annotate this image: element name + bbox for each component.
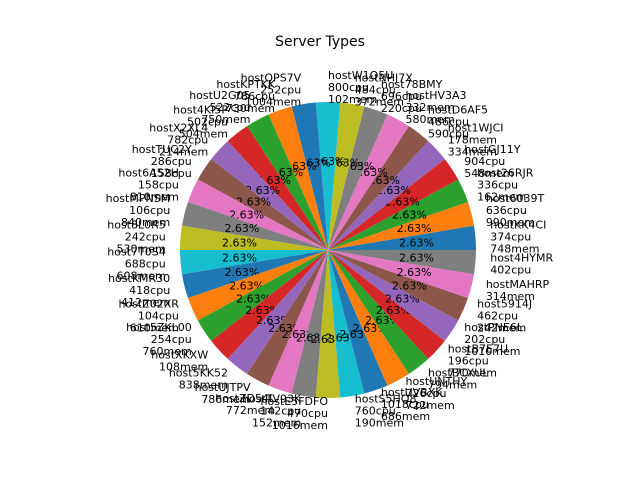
pie-slice-hostX2XL4 (211, 141, 328, 250)
pie-slice-hostXKXW (211, 250, 328, 359)
pie-slice-label-hostUJTPV: hostUJTPV 786mem (195, 381, 251, 406)
pie-slice-hostMPNSM (182, 201, 328, 250)
pie-slice-host5KK52 (227, 250, 328, 374)
pie-slice-hostTUC2Y (197, 159, 328, 250)
pie-slice-host1WJCI (328, 141, 445, 250)
pie-slice-hostGJ11Y (328, 159, 459, 250)
pie-slice-label-hostD6AF5: hostD6AF5 486cpu 590cpu (428, 104, 488, 141)
pie-slice-hostUNTHY (328, 250, 409, 386)
pie-slice-hostNHJ7X (328, 102, 365, 250)
pie-slice-percent-label: 2.63% (392, 280, 427, 293)
pie-slice-label-hostUNTHY: hostUNTHY 726cpu 722mem (405, 375, 467, 412)
pie-slice-hostE5FDFO (315, 250, 341, 398)
pie-slice-label-host1WJCI: host1WJCI 178mem 334mem (448, 122, 504, 159)
pie-slice-hostMAHRP (328, 250, 474, 299)
pie-slice-percent-label: 2.63% (399, 237, 434, 250)
pie-slice-label-hostTV93K: hostTV93K 142cpu 152mem (242, 393, 302, 430)
pie-slice-hostUJTPV (247, 250, 328, 386)
pie-slice-label-host7T0S4: host7T0S4 688cpu 608mem (107, 245, 165, 282)
pie-slice-label-hostU2G05: hostU2G05 522cpu 750mem (189, 89, 250, 126)
pie-slice-hostD6AF5 (328, 126, 429, 250)
pie-slice-hostQPS7V (291, 102, 328, 250)
pie-slice-label-host78BMY: host78BMY 696cpu 220cpu (381, 78, 443, 115)
pie-slice-percent-label: 2.63% (397, 266, 432, 279)
pie-slice-hostUVBXK (328, 250, 388, 394)
pie-slice-label-hostQPS7V: hostQPS7V 252cpu 1004mem (241, 71, 302, 108)
pie-slice-hostTV93K (291, 250, 328, 398)
pie-slice-percent-label: 2.63% (392, 208, 427, 221)
pie-slice-label-hostZ02XR: hostZ02XR 104cpu 610mem (118, 297, 179, 334)
pie-slice-hostPNE6L (328, 250, 459, 341)
pie-slice-label-host26RJR: host26RJR 336cpu 162mem (477, 167, 534, 204)
chart-title: Server Types (275, 34, 365, 50)
pie-slice-host6039T (328, 201, 474, 250)
pie-slice-percent-label: 2.63% (385, 293, 420, 306)
pie-slice-label-host4HYMR: host4HYMR 402cpu (490, 251, 553, 276)
pie-slice-label-hostTUC2Y: hostTUC2Y 286cpu 158cpu (132, 143, 192, 180)
pie-slice-label-host4KI5P: host4KI5P 502cpu 504mem (173, 104, 228, 141)
pie-slice-percent-label: 2.63% (222, 237, 257, 250)
pie-slice-label-hostKK4CI: hostKK4CI 374cpu 748mem (490, 219, 546, 256)
pie-slice-hostU2G05 (247, 114, 328, 250)
pie-slice-host8L0R5 (180, 225, 328, 250)
pie-slice-host78BMY (328, 106, 388, 250)
pie-slice-label-hostKPTKK: hostKPTKK 786cpu 730mem (216, 78, 276, 115)
pie-slice-percent-label: 2.63% (222, 251, 257, 264)
pie-slice-label-host5914J: host5914J 462cpu 242mem (477, 297, 532, 334)
pie-slice-label-hostX2XL4: hostX2XL4 782cpu 214mem (149, 122, 208, 159)
pie-slice-host5ZKL00 (197, 250, 328, 341)
pie-slice-hostB7E7U (328, 250, 445, 359)
pie-slice-label-hostZD54L: hostZD54L 772mem (215, 392, 276, 417)
pie-slice-host7T0S4 (180, 250, 328, 275)
pie-slice-host6A52H (188, 179, 328, 250)
pie-slice-hostBCXUL (328, 250, 429, 374)
pie-slice-label-hostBCXUL: hostBCXUL 794mem (428, 366, 489, 391)
pie-slice-label-hostW1Q5U: hostW1Q5U 800cpu 102mem (328, 69, 393, 106)
pie-slice-label-hostB7E7U: hostB7E7U 196cpu 770mem (448, 342, 508, 379)
pie-slice-percent-label: 2.63% (397, 222, 432, 235)
pie-slice-label-hostE5FDFO: hostE5FDFO 470cpu 1016mem (261, 395, 329, 432)
pie-slice-label-hostS5HQ8: hostS5HQ8 760cpu 190mem (355, 393, 417, 430)
pie-slice-host5914J (328, 250, 468, 321)
pie-slice-label-host6039T: host6039T 636cpu 990mem (486, 192, 545, 229)
pie-slice-label-hostMAHRP: hostMAHRP 314mem (486, 278, 550, 303)
pie-slice-hostS5HQ8 (328, 250, 365, 398)
pie-slice-label-hostGJ11Y: hostGJ11Y 904cpu 548mem (464, 143, 521, 180)
pie-slice-label-hostUVBXK: hostUVBXK 1018cpu 686mem (381, 386, 443, 423)
pie-slice-hostKK4CI (328, 225, 476, 250)
pie-slice-label-host5ZKL00: host5ZKL00 254cpu 760mem (126, 321, 192, 358)
pie-slice-hostHV3A3 (328, 114, 409, 250)
pie-slice-hostKMR30 (182, 250, 328, 299)
pie-slice-host4HYMR (328, 250, 476, 275)
pie-slice-hostZ02XR (188, 250, 328, 321)
pie-slice-percent-label: 2.63% (224, 266, 259, 279)
pie-slice-label-host8L0R5: host8L0R5 242cpu 530mem (107, 219, 166, 256)
pie-slice-percent-label: 2.63% (399, 251, 434, 264)
pie-slice-label-hostPNE6L: hostPNE6L 202cpu 1010mem (464, 321, 524, 358)
pie-slice-hostKPTKK (268, 106, 328, 250)
pie-slice-hostW1Q5U (315, 102, 341, 250)
pie-slice-host4KI5P (227, 126, 328, 250)
pie-slice-percent-label: 2.63% (224, 222, 259, 235)
pie-slice-label-hostXKXW: hostXKXW 108mem (151, 348, 208, 373)
pie-slice-hostZD54L (268, 250, 328, 394)
pie-slice-label-hostHV3A3: hostHV3A3 332mem 580mem (405, 89, 466, 126)
pie-slice-label-hostKMR30: hostKMR30 418cpu 412mem (108, 272, 170, 309)
pie-slice-label-host5KK52: host5KK52 838mem (169, 366, 228, 391)
pie-slice-label-hostMPNSM: hostMPNSM 106cpu 840mem (106, 192, 171, 229)
pie-slice-label-hostNHJ7X: hostNHJ7X 484cpu 372mem (355, 71, 413, 108)
pie-slice-host26RJR (328, 179, 468, 250)
pie-slice-percent-label: 2.63% (229, 208, 264, 221)
pie-slice-label-host6A52H: host6A52H 158cpu 810mem (118, 167, 179, 204)
